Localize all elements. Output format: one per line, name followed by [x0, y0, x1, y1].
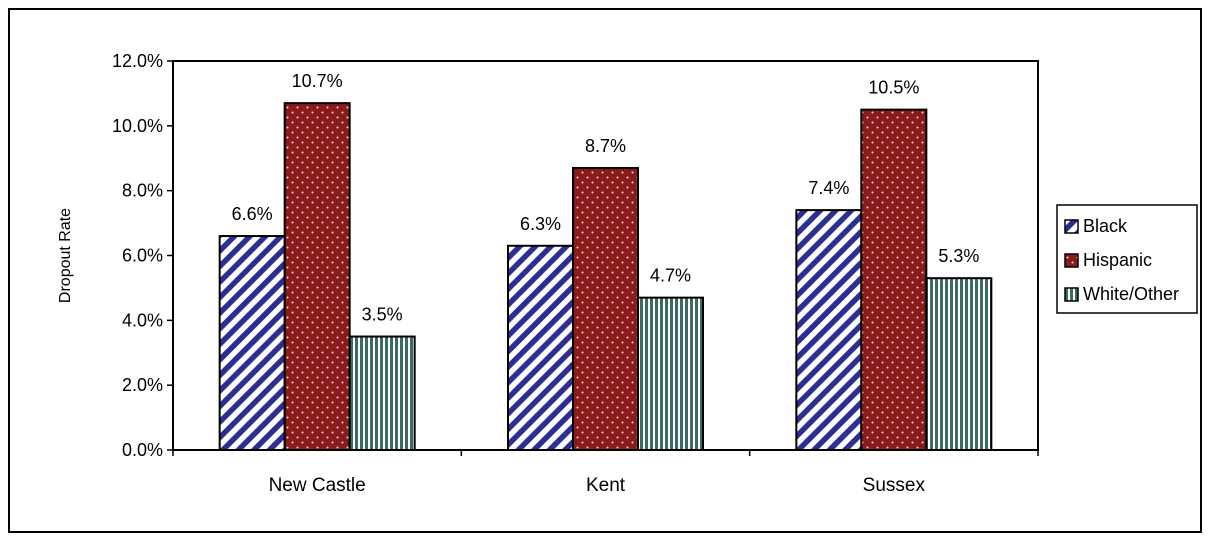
- x-tick-label: Sussex: [863, 475, 926, 496]
- y-tick-label: 6.0%: [122, 246, 163, 266]
- data-label: 4.7%: [650, 266, 691, 286]
- y-tick-label: 2.0%: [122, 375, 163, 395]
- bar-white-other-new-castle: [348, 335, 416, 451]
- data-label: 7.4%: [808, 178, 849, 198]
- bar-black-kent: [507, 244, 574, 451]
- bar-hispanic-kent: [572, 166, 639, 451]
- data-labels: 6.6% 6.3% 7.4% 10.7% 8.7% 10.5% 3.5% 4.7% 5.3%: [232, 71, 980, 324]
- x-tick-label: New Castle: [269, 475, 366, 496]
- legend-swatch: [1064, 219, 1079, 234]
- bar-hispanic-new-castle: [283, 102, 351, 452]
- y-tick-label: 0.0%: [122, 440, 163, 460]
- legend-label: White/Other: [1083, 284, 1179, 304]
- legend-label: Hispanic: [1083, 250, 1152, 270]
- data-label: 5.3%: [938, 246, 979, 266]
- bar-white-other-kent: [637, 296, 704, 451]
- data-label: 6.6%: [232, 204, 273, 224]
- y-tick-label: 4.0%: [122, 310, 163, 330]
- data-label: 6.3%: [520, 214, 561, 234]
- legend-swatch: [1064, 287, 1079, 302]
- data-label: 8.7%: [585, 136, 626, 156]
- data-label: 10.7%: [292, 71, 343, 91]
- y-tick-label: 12.0%: [112, 51, 163, 71]
- data-label: 3.5%: [362, 305, 403, 325]
- bar-black-new-castle: [218, 235, 286, 451]
- legend-swatch: [1064, 253, 1079, 268]
- legend: Black Hispanic White/Other: [1056, 204, 1198, 314]
- legend-box: [1056, 204, 1198, 314]
- y-tick-label: 8.0%: [122, 181, 163, 201]
- bar-white-other-sussex: [925, 277, 993, 452]
- bars: [218, 102, 993, 452]
- legend-label: Black: [1083, 216, 1128, 236]
- x-tick-label: Kent: [586, 475, 626, 496]
- bar-black-sussex: [795, 209, 863, 451]
- bar-hispanic-sussex: [860, 108, 928, 451]
- y-tick-label: 10.0%: [112, 116, 163, 136]
- data-label: 10.5%: [868, 78, 919, 98]
- y-axis-title: Dropout Rate: [57, 208, 74, 303]
